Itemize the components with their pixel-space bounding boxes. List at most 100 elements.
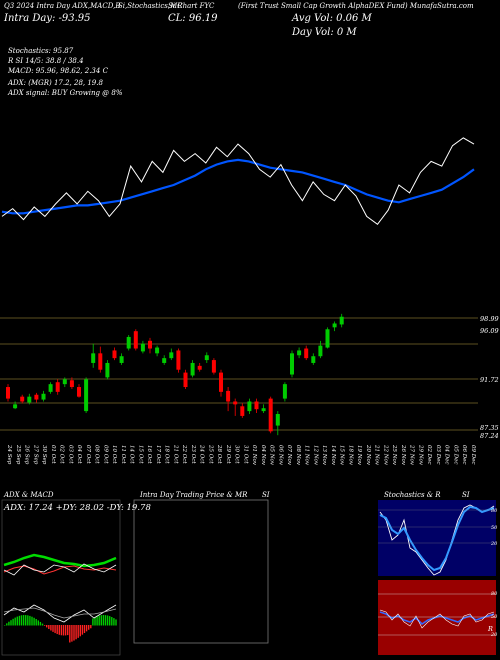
date-label-8: 04 Oct	[76, 445, 82, 464]
date-label-20: 22 Oct	[181, 444, 187, 464]
date-label-45: 26 Nov	[400, 444, 406, 466]
date-label-6: 02 Oct	[59, 445, 65, 464]
date-label-16: 16 Oct	[146, 445, 152, 464]
adx-panel-title: ADX & MACD	[4, 491, 54, 499]
candle-body-15	[112, 350, 117, 359]
si-line-2	[379, 609, 495, 629]
candle-body-25	[183, 372, 188, 388]
macd-bar-12	[29, 615, 31, 626]
date-label-9: 07 Oct	[85, 445, 91, 464]
macd-line	[3, 604, 117, 623]
macd-bar-42	[92, 618, 94, 626]
date-label-18: 18 Oct	[164, 445, 170, 464]
macd-value: MACD: 95.96, 98.62, 2.34 C	[8, 67, 108, 75]
date-label-38: 15 Nov	[339, 445, 345, 466]
candle-body-36	[261, 408, 266, 412]
candle-body-24	[176, 350, 181, 370]
macd-bar-39	[85, 625, 88, 632]
adx-panel-values: ADX: 17.24 +DY: 28.02 -DY: 19.78	[4, 503, 151, 513]
date-label-46: 27 Nov	[409, 444, 415, 466]
macd-bar-11	[27, 615, 29, 626]
macd-bar-23	[52, 625, 54, 632]
macd-bar-51	[111, 617, 113, 626]
date-label-14: 14 Oct	[129, 445, 135, 464]
date-label-28: 01 Nov	[251, 445, 257, 466]
stoch-d-line	[379, 505, 495, 572]
si-tick-80: 80	[491, 591, 498, 597]
macd-bar-52	[113, 618, 115, 626]
candle-body-6	[48, 384, 53, 392]
date-label-24: 28 Oct	[216, 444, 222, 464]
macd-bar-28	[62, 625, 65, 636]
macd-bar-31	[69, 625, 71, 643]
si-value: R SI 14/5: 38.8 / 38.4	[8, 57, 84, 65]
price-label-5: 87.24	[480, 432, 499, 440]
price-label-4: 87.35	[480, 424, 499, 432]
candle-body-28	[204, 355, 209, 361]
candle-body-1	[13, 404, 18, 409]
candle-body-29	[211, 360, 216, 373]
candle-body-21	[155, 347, 160, 354]
macd-bar-43	[94, 617, 96, 626]
candle-body-8	[62, 379, 67, 385]
macd-bar-47	[102, 615, 105, 626]
si-tick-20: 20	[491, 632, 498, 638]
date-label-4: 30 Sep	[41, 445, 47, 465]
macd-bar-4	[12, 618, 14, 626]
header-title-4: (First Trust Small Cap Growth AlphaDEX F…	[238, 2, 474, 10]
adx-plus-line	[3, 553, 117, 568]
candle-body-26	[190, 362, 195, 376]
macd-bar-1	[6, 623, 8, 626]
stoch-tick-80: 80	[491, 508, 498, 514]
date-label-12: 10 Oct	[111, 445, 117, 464]
macd-bar-53	[115, 619, 117, 626]
date-label-19: 21 Oct	[172, 444, 178, 464]
date-label-50: 04 Dec	[444, 445, 450, 465]
macd-bar-40	[88, 625, 90, 630]
date-label-33: 08 Nov	[295, 445, 301, 466]
macd-bar-27	[60, 625, 63, 636]
date-label-25: 29 Oct	[225, 444, 231, 464]
date-label-49: 03 Dec	[435, 445, 441, 465]
macd-signal	[3, 607, 117, 619]
date-label-42: 21 Nov	[374, 444, 380, 466]
candle-body-40	[290, 353, 294, 375]
candle-body-20	[148, 340, 152, 349]
date-label-39: 18 Nov	[347, 445, 353, 466]
macd-bar-0	[4, 625, 6, 626]
candle-body-5	[41, 393, 46, 400]
macd-bar-49	[106, 615, 109, 626]
intraday-panel-title: Intra Day Trading Price & MR	[140, 491, 248, 499]
candle-body-42	[304, 348, 309, 359]
macd-bar-33	[73, 625, 75, 641]
date-label-1: 25 Sep	[15, 444, 21, 465]
macd-bar-15	[35, 619, 37, 626]
avg-vol-value: Avg Vol: 0.06 M	[292, 13, 372, 24]
date-label-43: 22 Nov	[382, 444, 388, 466]
date-label-29: 04 Nov	[260, 445, 266, 466]
candle-body-22	[162, 358, 167, 363]
candle-body-38	[275, 414, 280, 426]
date-label-7: 03 Oct	[67, 445, 73, 464]
macd-bar-6	[16, 616, 18, 626]
date-label-31: 06 Nov	[277, 445, 283, 466]
ema-line	[1, 158, 475, 215]
macd-bar-20	[46, 625, 48, 628]
macd-bar-14	[33, 617, 35, 626]
macd-bar-32	[71, 625, 73, 642]
price-label-3: 91.72	[480, 376, 499, 384]
date-label-2: 26 Sep	[24, 444, 30, 465]
stoch-panel-title: Stochastics & R	[384, 491, 441, 499]
date-label-21: 23 Oct	[190, 444, 196, 464]
macd-bar-26	[58, 625, 60, 635]
date-label-23: 25 Oct	[207, 444, 213, 464]
macd-bar-19	[43, 625, 46, 626]
candle-body-35	[254, 401, 259, 410]
candle-body-33	[240, 406, 245, 416]
candle-body-0	[6, 387, 10, 399]
macd-bar-38	[83, 625, 86, 633]
macd-bar-8	[20, 615, 23, 626]
candle-body-44	[318, 345, 323, 357]
date-label-32: 07 Nov	[286, 445, 292, 466]
